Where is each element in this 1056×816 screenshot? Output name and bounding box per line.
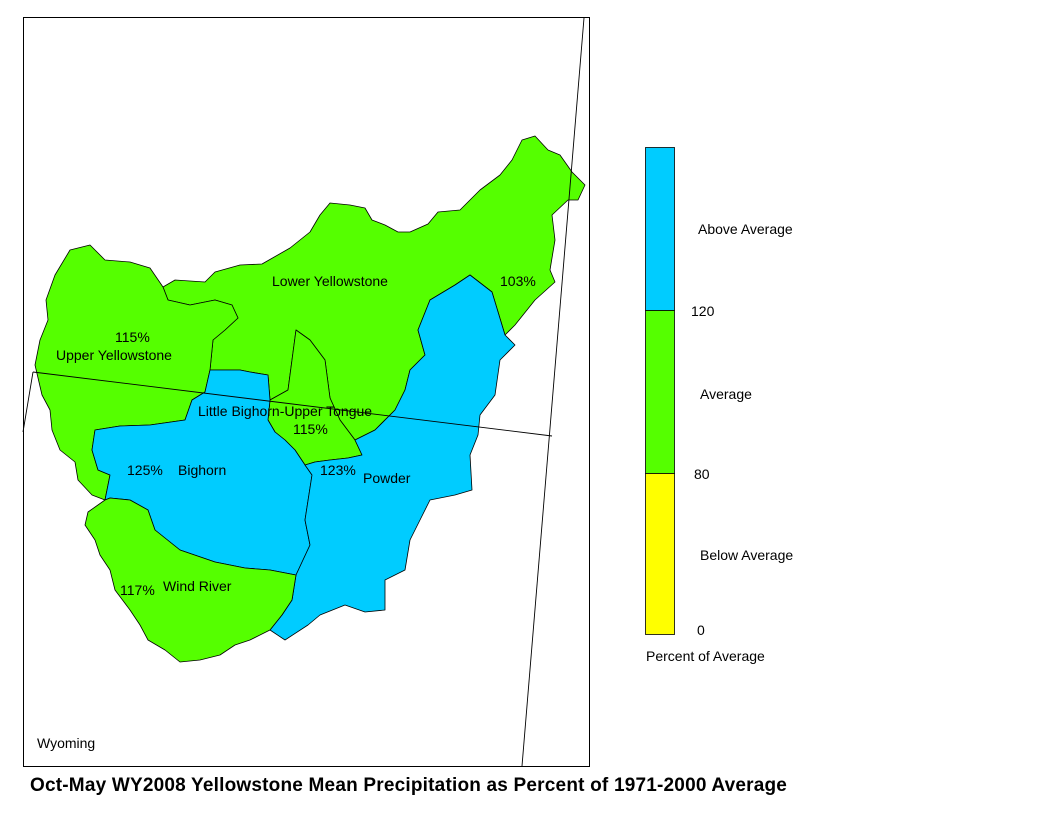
legend-label-average: Average [700, 386, 752, 402]
state-boundary-line-east [521, 17, 585, 767]
legend-swatch-average [645, 310, 675, 474]
basin-label-bighorn-percent: 125% [127, 462, 163, 478]
legend-title: Percent of Average [646, 648, 765, 664]
state-boundary-line [32, 371, 553, 437]
legend-break-0: 0 [697, 622, 705, 638]
basin-powder [269, 274, 516, 641]
legend-swatch-below [645, 473, 675, 635]
basin-label-little-bighorn-name: Little Bighorn-Upper Tongue [198, 403, 373, 419]
legend-break-120: 120 [691, 303, 715, 319]
basin-label-little-bighorn-percent: 115% [293, 421, 328, 437]
legend-label-below: Below Average [700, 547, 794, 563]
basin-label-wind-river-name: Wind River [163, 578, 232, 594]
basin-label-upper-yellowstone-percent: 115% [115, 329, 150, 345]
basin-label-upper-yellowstone-name: Upper Yellowstone [56, 347, 172, 363]
basin-label-bighorn-name: Bighorn [178, 462, 227, 478]
legend-swatch-above [645, 147, 675, 311]
legend-break-80: 80 [694, 466, 710, 482]
legend-label-above: Above Average [698, 221, 793, 237]
state-boundary-line-west [22, 371, 34, 433]
basin-label-wind-river-percent: 117% [120, 582, 155, 598]
basin-wind-river [84, 497, 297, 663]
map-title: Oct-May WY2008 Yellowstone Mean Precipit… [30, 775, 788, 796]
state-label: Wyoming [37, 735, 96, 751]
basin-label-lower-yellowstone-percent: 103% [500, 273, 536, 289]
basin-label-powder-percent: 123% [320, 462, 356, 478]
basin-label-lower-yellowstone-name: Lower Yellowstone [272, 273, 388, 289]
map-border [23, 17, 590, 767]
basin-label-powder-name: Powder [363, 470, 411, 486]
